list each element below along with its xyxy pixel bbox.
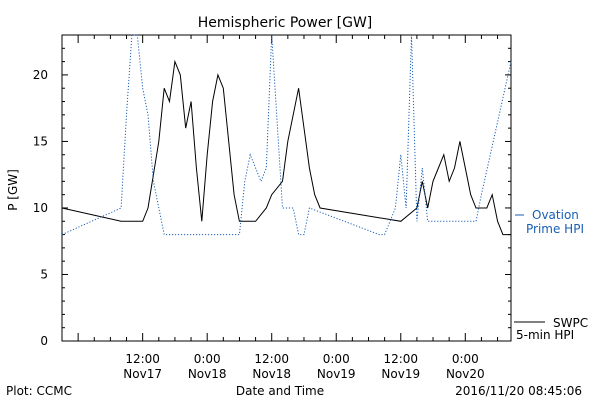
series-swpc-line bbox=[61, 59, 511, 236]
legend-swpc-line2: 5-min HPI bbox=[516, 328, 574, 342]
legend-ovation-line2: Prime HPI bbox=[526, 222, 584, 236]
x-tick-label-time: 12:00 bbox=[383, 352, 418, 366]
x-tick-label-date: Nov19 bbox=[381, 367, 420, 381]
x-tick-label-date: Nov18 bbox=[188, 367, 227, 381]
x-tick-label-date: Nov20 bbox=[446, 367, 485, 381]
x-tick-label-time: 0:00 bbox=[452, 352, 479, 366]
y-tick-label: 10 bbox=[33, 201, 48, 215]
y-tick-label: 5 bbox=[40, 267, 48, 281]
y-tick-label: 20 bbox=[33, 68, 48, 82]
series-ovation-line bbox=[61, 34, 512, 236]
y-tick-label: 15 bbox=[33, 134, 48, 148]
chart-title: Hemispheric Power [GW] bbox=[198, 15, 373, 31]
y-axis: 0 5 10 15 20 bbox=[33, 34, 511, 348]
plot-timestamp: 2016/11/20 08:45:06 bbox=[455, 384, 582, 398]
series-layer bbox=[61, 34, 512, 236]
y-axis-label: P [GW] bbox=[6, 169, 20, 211]
x-tick-label-time: 12:00 bbox=[125, 352, 160, 366]
legend-swpc-line1: SWPC bbox=[553, 316, 588, 330]
x-tick-label-time: 0:00 bbox=[194, 352, 221, 366]
y-tick-label: 0 bbox=[40, 334, 48, 348]
plot-credit: Plot: CCMC bbox=[6, 384, 72, 398]
x-tick-label-date: Nov19 bbox=[317, 367, 356, 381]
legend-ovation-line1: Ovation bbox=[532, 208, 579, 222]
plot-area-frame bbox=[61, 34, 512, 342]
x-tick-label-time: 0:00 bbox=[323, 352, 350, 366]
x-axis: 12:00Nov170:00Nov1812:00Nov180:00Nov1912… bbox=[61, 35, 499, 381]
x-tick-label-time: 12:00 bbox=[254, 352, 289, 366]
legend: Ovation Prime HPI SWPC 5-min HPI bbox=[514, 208, 588, 342]
x-tick-label-date: Nov18 bbox=[252, 367, 291, 381]
x-tick-label-date: Nov17 bbox=[123, 367, 162, 381]
x-axis-label: Date and Time bbox=[236, 384, 324, 398]
